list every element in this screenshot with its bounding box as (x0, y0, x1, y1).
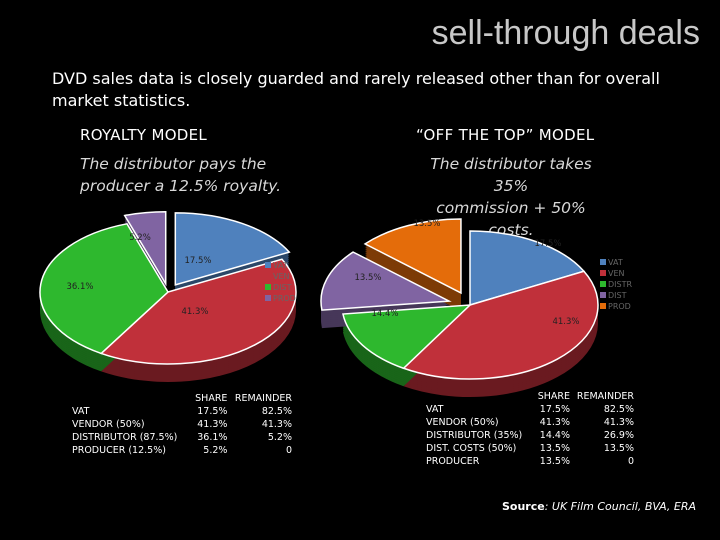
row-remainder: 82.5% (261, 406, 292, 417)
row-remainder: 13.5% (603, 443, 634, 454)
legend-swatch (600, 259, 606, 265)
row-remainder: 41.3% (261, 419, 292, 430)
data-label: 5.2% (129, 233, 151, 243)
data-label: 17.5% (534, 239, 561, 249)
slice-producer (363, 218, 462, 295)
table-row: DIST. COSTS (50%) 13.5% 13.5% (426, 442, 634, 455)
table-row: VENDOR (50%) 41.3% 41.3% (72, 418, 292, 431)
legend-label: VEN (273, 272, 290, 281)
slice-producer (123, 210, 167, 287)
row-share: 5.2% (203, 445, 228, 456)
pie-chart-1: 17.5% 41.3% 36.1% 5.2% VAT VEN DIST PROD (39, 210, 297, 382)
legend-swatch (600, 303, 606, 309)
data-label: 13.5% (413, 219, 440, 229)
slice-vendor (99, 258, 297, 365)
source-note: Source: UK Film Council, BVA, ERA (502, 500, 696, 513)
row-share: 36.1% (197, 432, 228, 443)
legend-label: VEN (608, 269, 625, 278)
royalty-table: SHARE REMAINDER VAT 17.5% 82.5% VENDOR (… (72, 392, 292, 457)
source-text: : UK Film Council, BVA, ERA (544, 500, 697, 513)
row-label: PRODUCER (12.5%) (72, 445, 166, 456)
row-remainder: 26.9% (603, 430, 634, 441)
row-share: 41.3% (197, 419, 228, 430)
table-row: DISTRIBUTOR (87.5%) 36.1% 5.2% (72, 431, 292, 444)
row-label: DIST. COSTS (50%) (426, 443, 517, 454)
table-header-share: SHARE (537, 391, 570, 402)
legend-swatch (600, 270, 606, 276)
row-label: VAT (426, 404, 444, 415)
legend-label: PROD (273, 294, 296, 303)
row-remainder: 82.5% (603, 404, 634, 415)
table-header-row: SHARE REMAINDER (426, 390, 634, 403)
legend-label: DISTR (608, 280, 632, 289)
row-label: DISTRIBUTOR (35%) (426, 430, 523, 441)
table-row: VENDOR (50%) 41.3% 41.3% (426, 416, 634, 429)
row-remainder: 5.2% (267, 432, 292, 443)
legend-label: DIST (608, 291, 627, 300)
legend-swatch (265, 262, 271, 268)
pie-chart-2: 17.5% 41.3% 14.4% 13.5% 13.5% VAT VEN DISTR DIST… (320, 218, 632, 398)
royalty-model-heading: ROYALTY MODEL (80, 126, 208, 144)
slice-dist-costs (320, 251, 452, 311)
slice-distributor (342, 304, 473, 370)
row-remainder: 41.3% (603, 417, 634, 428)
table-row: PRODUCER 13.5% 0 (426, 455, 634, 468)
data-label: 36.1% (66, 282, 93, 292)
data-label: 41.3% (552, 317, 579, 327)
row-share: 41.3% (539, 417, 570, 428)
legend-swatch (600, 281, 606, 287)
row-label: VAT (72, 406, 90, 417)
data-label: 41.3% (181, 307, 208, 317)
table-header-remainder: REMAINDER (234, 393, 292, 404)
row-remainder: 0 (627, 456, 634, 467)
slice-distributor (39, 222, 169, 355)
slice-vat (469, 230, 586, 307)
table-row: VAT 17.5% 82.5% (72, 405, 292, 418)
table-header-share: SHARE (195, 393, 228, 404)
table-header-label (72, 392, 191, 405)
data-label: 17.5% (184, 256, 211, 266)
table-header-row: SHARE REMAINDER (72, 392, 292, 405)
legend-label: PROD (608, 302, 631, 311)
off-top-model-heading: “OFF THE TOP” MODEL (416, 126, 595, 144)
row-share: 17.5% (197, 406, 228, 417)
legend-label: DIST (273, 283, 292, 292)
row-share: 17.5% (539, 404, 570, 415)
row-label: DISTRIBUTOR (87.5%) (72, 432, 178, 443)
row-label: VENDOR (50%) (72, 419, 145, 430)
slice-vat (174, 212, 291, 286)
legend-swatch (600, 292, 606, 298)
data-label: 13.5% (354, 273, 381, 283)
off-top-subtitle-line1: The distributor takes 35% (430, 155, 592, 195)
royalty-model-subtitle: The distributor pays the producer a 12.5… (80, 153, 281, 197)
legend-swatch (265, 295, 271, 301)
off-top-table: SHARE REMAINDER VAT 17.5% 82.5% VENDOR (… (426, 390, 634, 468)
legend-label: VAT (608, 258, 623, 267)
legend-swatch (265, 273, 271, 279)
off-top-model-subtitle: The distributor takes 35% commission + 5… (416, 153, 606, 241)
row-share: 13.5% (539, 456, 570, 467)
legend-swatch (265, 284, 271, 290)
royalty-subtitle-line2: producer a 12.5% royalty. (80, 177, 282, 195)
row-share: 13.5% (539, 443, 570, 454)
row-label: PRODUCER (426, 456, 480, 467)
slice-vendor (402, 270, 599, 380)
legend-label: VAT (273, 261, 288, 270)
table-row: VAT 17.5% 82.5% (426, 403, 634, 416)
row-remainder: 0 (285, 445, 292, 456)
intro-text: DVD sales data is closely guarded and ra… (52, 69, 660, 110)
table-header-label (426, 390, 534, 403)
table-header-remainder: REMAINDER (576, 391, 634, 402)
data-label: 14.4% (371, 309, 398, 319)
royalty-subtitle-line1: The distributor pays the (80, 155, 267, 173)
table-row: PRODUCER (12.5%) 5.2% 0 (72, 444, 292, 457)
source-label: Source (502, 500, 545, 513)
slide-title: sell-through deals (431, 14, 700, 52)
row-share: 14.4% (539, 430, 570, 441)
row-label: VENDOR (50%) (426, 417, 499, 428)
table-row: DISTRIBUTOR (35%) 14.4% 26.9% (426, 429, 634, 442)
